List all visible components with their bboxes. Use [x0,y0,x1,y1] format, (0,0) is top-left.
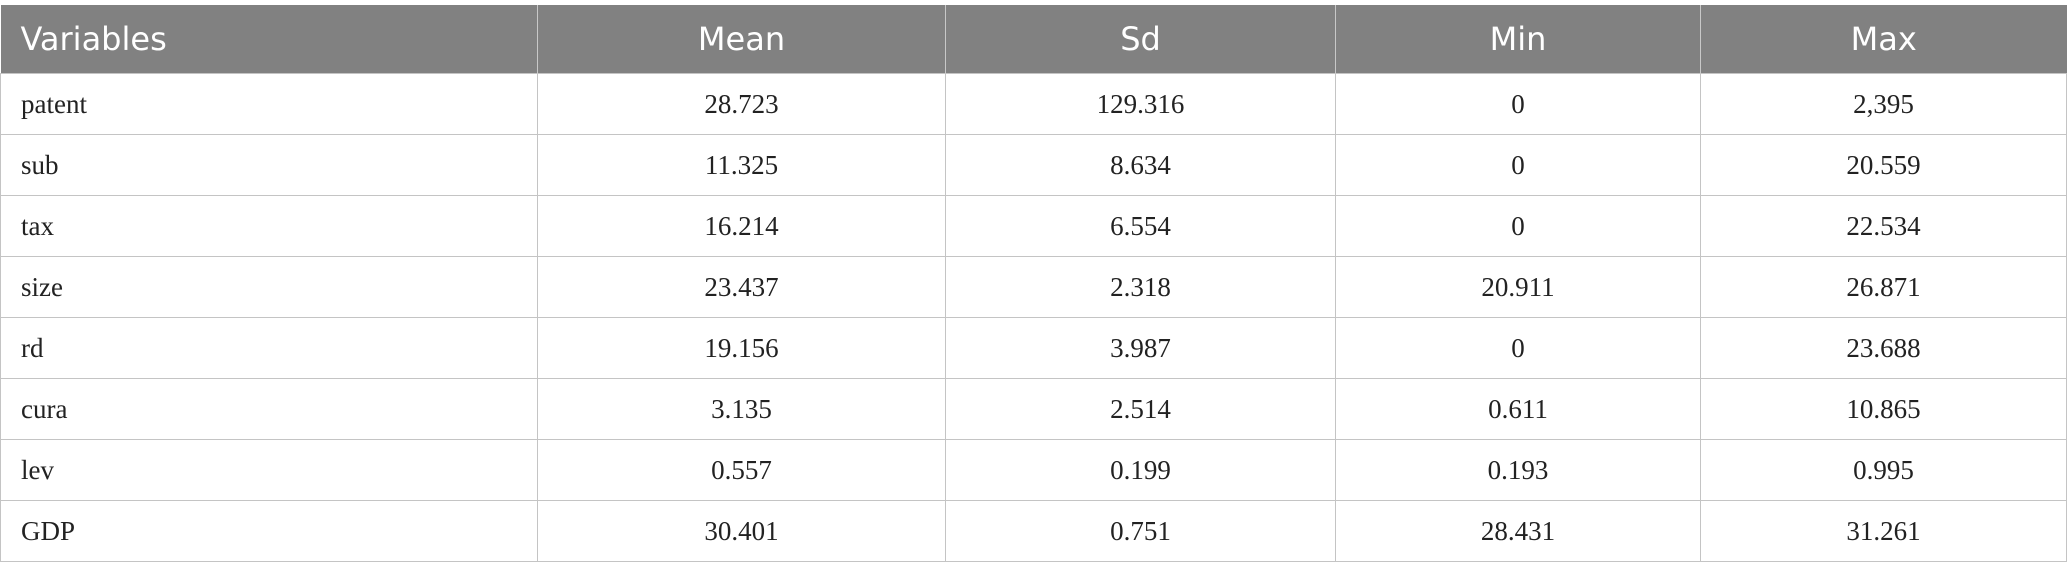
table-row: size 23.437 2.318 20.911 26.871 [0,256,2067,318]
value-cell: 31.261 [1700,500,2067,562]
value-cell: 0 [1335,317,1701,379]
value-cell: 26.871 [1700,256,2067,318]
table-header: Variables Mean Sd Min Max [0,5,2067,74]
table-row: lev 0.557 0.199 0.193 0.995 [0,439,2067,501]
variable-cell: size [0,256,538,318]
value-cell: 0.199 [945,439,1336,501]
table-row: patent 28.723 129.316 0 2,395 [0,73,2067,135]
header-cell: Sd [945,5,1336,74]
variable-cell: lev [0,439,538,501]
value-cell: 0.557 [537,439,946,501]
value-cell: 22.534 [1700,195,2067,257]
header-cell: Mean [537,5,946,74]
table-row: cura 3.135 2.514 0.611 10.865 [0,378,2067,440]
value-cell: 19.156 [537,317,946,379]
variable-cell: tax [0,195,538,257]
value-cell: 0.995 [1700,439,2067,501]
table-row: sub 11.325 8.634 0 20.559 [0,134,2067,196]
header-row: Variables Mean Sd Min Max [0,5,2067,74]
value-cell: 28.431 [1335,500,1701,562]
value-cell: 0.193 [1335,439,1701,501]
variable-cell: sub [0,134,538,196]
table-row: GDP 30.401 0.751 28.431 31.261 [0,500,2067,562]
table-row: tax 16.214 6.554 0 22.534 [0,195,2067,257]
value-cell: 0 [1335,134,1701,196]
value-cell: 16.214 [537,195,946,257]
header-cell: Variables [0,5,538,74]
stats-table: Variables Mean Sd Min Max patent 28.723 129.31… [0,5,2067,562]
value-cell: 2.514 [945,378,1336,440]
value-cell: 8.634 [945,134,1336,196]
value-cell: 2.318 [945,256,1336,318]
value-cell: 0.751 [945,500,1336,562]
value-cell: 20.911 [1335,256,1701,318]
variable-cell: cura [0,378,538,440]
table-row: rd 19.156 3.987 0 23.688 [0,317,2067,379]
value-cell: 3.135 [537,378,946,440]
value-cell: 20.559 [1700,134,2067,196]
header-cell: Max [1700,5,2067,74]
value-cell: 10.865 [1700,378,2067,440]
table-body: patent 28.723 129.316 0 2,395 sub 11.325 8.634 0… [0,73,2067,562]
value-cell: 2,395 [1700,73,2067,135]
variable-cell: rd [0,317,538,379]
value-cell: 0 [1335,73,1701,135]
value-cell: 30.401 [537,500,946,562]
value-cell: 0 [1335,195,1701,257]
value-cell: 6.554 [945,195,1336,257]
value-cell: 23.688 [1700,317,2067,379]
value-cell: 28.723 [537,73,946,135]
value-cell: 129.316 [945,73,1336,135]
variable-cell: patent [0,73,538,135]
variable-cell: GDP [0,500,538,562]
value-cell: 3.987 [945,317,1336,379]
value-cell: 0.611 [1335,378,1701,440]
value-cell: 11.325 [537,134,946,196]
header-cell: Min [1335,5,1701,74]
value-cell: 23.437 [537,256,946,318]
